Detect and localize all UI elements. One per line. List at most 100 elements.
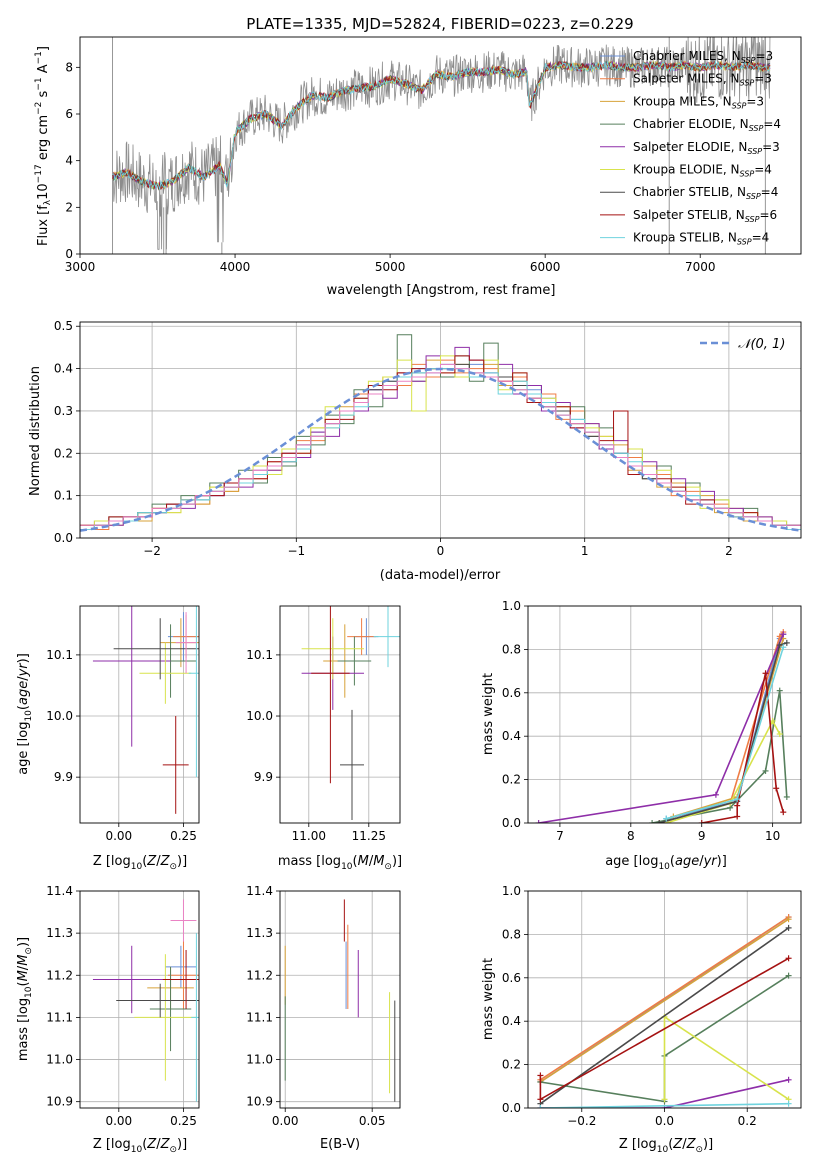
y-tick-label: 0.6 [502,971,521,985]
x-tick-label: 2 [725,544,733,558]
grid [280,890,400,1108]
age-vs-mass-panel: 11.00 11.25 9.9 10.0 10.1 mass [log10(M/M⊙)] [246,605,402,872]
axes-frame [79,321,802,539]
weight-series [658,642,788,823]
y-tick-label: 11.2 [246,968,273,982]
x-tick-label: 9 [698,829,706,843]
y-tick-label: 0.2 [54,446,73,460]
y-tick-label: 10.9 [246,1095,273,1109]
x-tick-label: 10 [765,829,780,843]
legend-label: Chabrier ELODIE, NSSP=4 [633,117,781,133]
spectrum-legend: Chabrier MILES, NSSP=3 Salpeter MILES, NS… [600,49,781,247]
y-tick-label: 11.3 [46,926,73,940]
y-tick-label: 0.2 [502,773,521,787]
age-z-xlabel: Z [log10(Z/Z⊙)] [93,854,187,872]
weight-vs-age-panel: 7 8 9 10 0.0 0.2 0.4 0.6 0.8 1.0 age [log10(age/y… [481,599,802,872]
data-layer [284,899,396,1102]
y-tick-label: 10.9 [46,1095,73,1109]
figure-title: PLATE=1335, MJD=52824, FIBERID=0223, z=0… [246,15,633,33]
weight-series [673,638,785,818]
normal-legend-label: 𝒩(0, 1) [738,337,785,352]
residual-plot: −2 −1 0 1 2 0.0 0.1 0.2 0.3 0.4 0.5 [54,319,802,558]
y-tick-label: 11.3 [246,926,273,940]
y-tick-label: 0.5 [54,319,73,333]
weight-series [538,633,785,823]
legend-label: Salpeter STELIB, NSSP=6 [633,208,777,224]
data-layer [301,606,400,820]
legend-label: Chabrier STELIB, NSSP=4 [633,185,778,201]
observed-spectrum [112,37,771,250]
x-tick-label: 3000 [65,260,96,274]
weight-age-xlabel: age [log10(age/yr)] [605,854,727,872]
grid [280,606,400,823]
y-tick-label: 1.0 [502,884,521,898]
weight-z-xlabel: Z [log10(Z/Z⊙)] [619,1137,713,1155]
x-tick-label: 6000 [530,260,561,274]
y-tick-label: 1.0 [502,599,521,613]
x-tick-label: 0.2 [738,1114,757,1128]
y-tick-label: 0.0 [502,816,521,830]
y-tick-label: 0.4 [54,362,73,376]
y-tick-label: 9.9 [254,770,273,784]
x-tick-label: −0.2 [567,1114,596,1128]
x-tick-label: 5000 [375,260,406,274]
y-tick-label: 9.9 [54,770,73,784]
x-tick-label: −2 [143,544,161,558]
y-tick-label: 10.0 [46,709,73,723]
spectrum-plot: 3000 4000 5000 6000 7000 0 2 4 6 8 [65,36,802,274]
y-tick-label: 10.1 [246,648,273,662]
mass-z-ylabel: mass [log10(M/M⊙)] [16,937,34,1061]
mass-vs-ebv-panel: 0.00 0.05 10.9 11.0 11.1 11.2 11.3 11.4 E(B-V) [246,884,401,1152]
y-tick-label: 11.1 [46,1010,73,1024]
y-tick-label: 10.0 [246,709,273,723]
x-tick-label: 0.00 [105,1114,132,1128]
legend-label: Salpeter ELODIE, NSSP=3 [633,140,780,156]
weight-series [540,1102,789,1108]
weight-series [539,916,790,1081]
y-tick-label: 0.6 [502,686,521,700]
spectrum-xlabel: wavelength [Angstrom, rest frame] [327,283,556,298]
weight-vs-z-panel: −0.2 0.0 0.2 0.0 0.2 0.4 0.6 0.8 1.0 Z [log10(Z/… [481,884,802,1155]
legend-label: Salpeter MILES, NSSP=3 [633,72,772,88]
weight-series [658,631,784,823]
residual-panel: −2 −1 0 1 2 0.0 0.1 0.2 0.3 0.4 0.5 (data-model)/e… [28,319,802,583]
y-tick-label: 8 [65,60,73,74]
normal-curve [80,367,801,532]
axes-frame [279,890,401,1109]
y-tick-label: 11.2 [46,968,73,982]
legend-label: Chabrier MILES, NSSP=3 [633,49,773,65]
age-vs-z-plot: 0.00 0.25 9.9 10.0 10.1 [46,605,200,843]
spectrum-panel: 3000 4000 5000 6000 7000 0 2 4 6 8 wavelength [An… [34,36,802,298]
weight-series [539,927,790,1105]
weight-vs-age-plot: 7 8 9 10 0.0 0.2 0.4 0.6 0.8 1.0 [502,599,802,843]
data-layer [80,334,801,538]
y-tick-label: 0.3 [54,404,73,418]
x-tick-label: 0.00 [272,1114,299,1128]
y-tick-label: 0.8 [502,927,521,941]
y-tick-label: 0.1 [54,489,73,503]
spectrum-ylabel: Flux [fλ10−17 erg cm−2 s−1 A−1] [34,46,53,246]
legend-label: Kroupa MILES, NSSP=3 [633,94,764,110]
y-tick-label: 0.2 [502,1058,521,1072]
weight-series [540,1079,789,1108]
mass-vs-ebv-plot: 0.00 0.05 10.9 11.0 11.1 11.2 11.3 11.4 [246,884,401,1128]
weight-z-ylabel: mass weight [481,958,496,1040]
model-spectrum [112,59,771,190]
x-tick-label: −1 [287,544,305,558]
y-tick-label: 6 [65,107,73,121]
axes-frame [527,890,802,1109]
weight-vs-z-plot: −0.2 0.0 0.2 0.0 0.2 0.4 0.6 0.8 1.0 [502,884,802,1128]
y-tick-label: 11.4 [46,884,73,898]
y-tick-label: 0.4 [502,1014,521,1028]
residual-ylabel: Normed distribution [28,366,43,496]
age-mass-xlabel: mass [log10(M/M⊙)] [278,854,402,872]
axes-frame [527,605,802,824]
x-tick-label: 11.00 [292,829,326,843]
weight-series [663,1015,790,1100]
axes-frame [79,605,200,824]
x-tick-label: 4000 [220,260,251,274]
age-z-ylabel: age [log10(age/yr)] [16,653,34,775]
x-tick-label: 1 [581,544,589,558]
mass-z-xlabel: Z [log10(Z/Z⊙)] [93,1137,187,1155]
